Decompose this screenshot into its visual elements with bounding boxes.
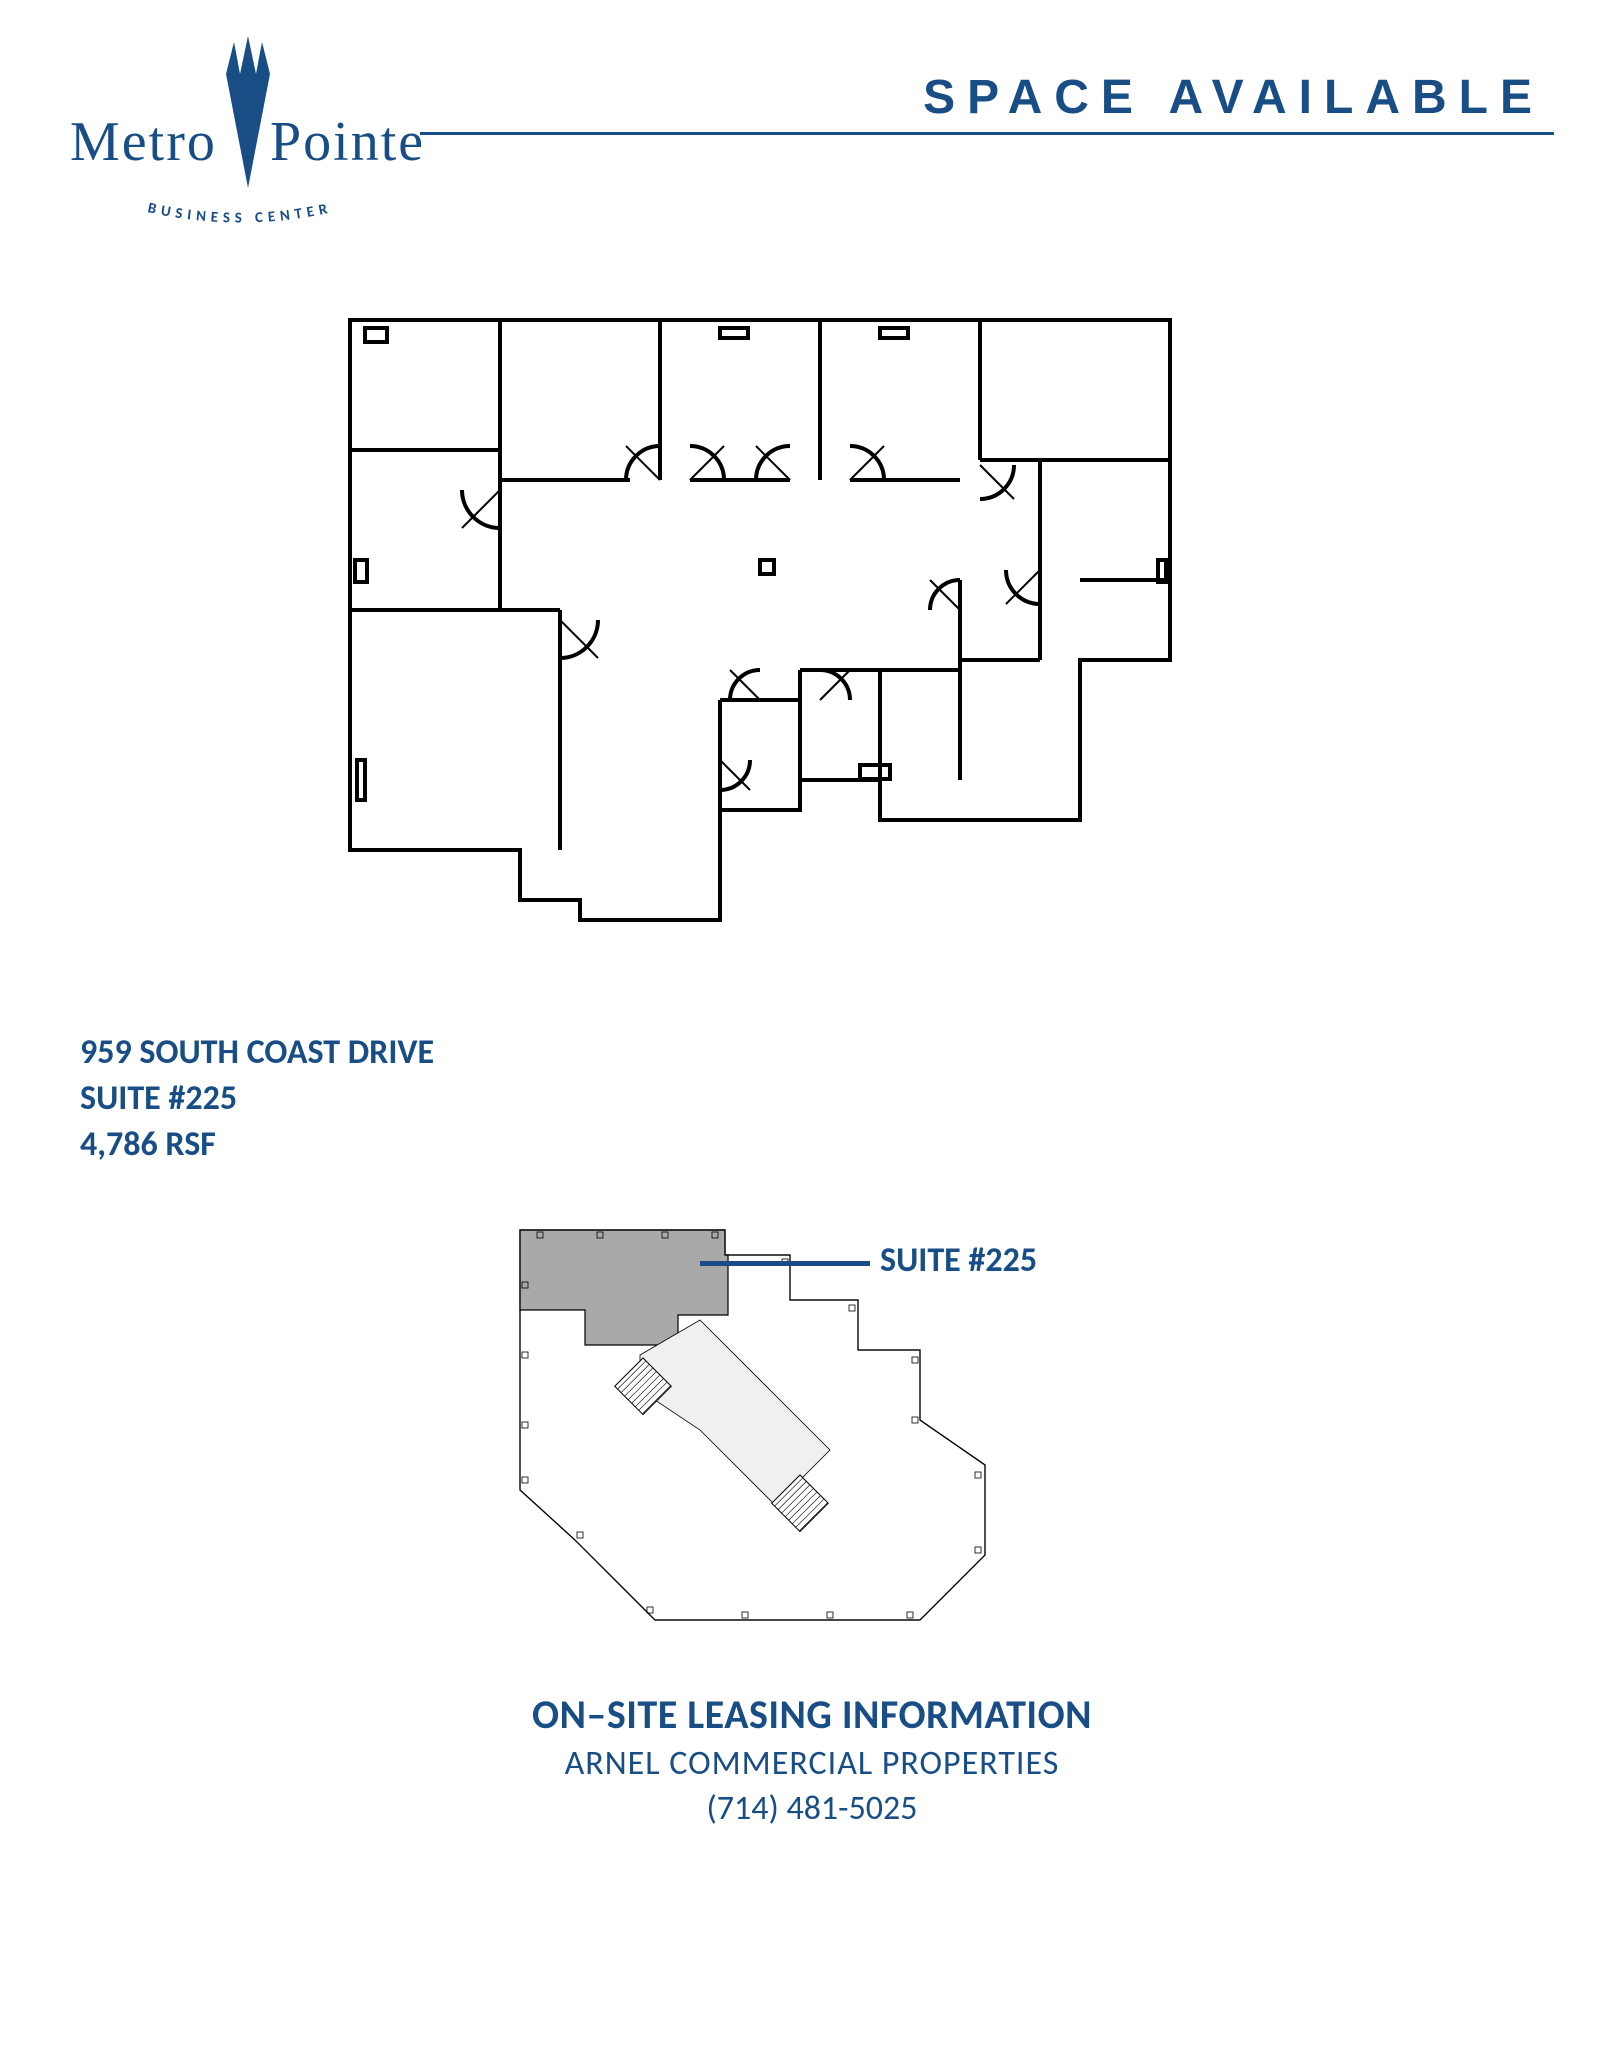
footer-phone: (714) 481-5025	[0, 1788, 1624, 1829]
leasing-footer: ON–SITE LEASING INFORMATION ARNEL COMMER…	[0, 1690, 1624, 1829]
property-suite: SUITE #225	[80, 1076, 434, 1122]
brand-name-right: Pointe	[270, 110, 425, 174]
svg-text:BUSINESS CENTER: BUSINESS CENTER	[146, 199, 334, 227]
page-title: SPACE AVAILABLE	[923, 70, 1544, 125]
suite-floorplan	[320, 310, 1200, 950]
brand-tagline: BUSINESS CENTER	[110, 195, 370, 240]
property-info: 959 SOUTH COAST DRIVE SUITE #225 4,786 R…	[80, 1030, 434, 1168]
brand-spike-icon	[218, 30, 278, 190]
brand-name-left: Metro	[70, 110, 217, 174]
callout-label: SUITE #225	[880, 1240, 1037, 1281]
header-rule	[420, 132, 1554, 135]
property-rsf: 4,786 RSF	[80, 1122, 434, 1168]
callout-leader	[700, 1261, 870, 1266]
footer-company: ARNEL COMMERCIAL PROPERTIES	[0, 1743, 1624, 1784]
property-address: 959 SOUTH COAST DRIVE	[80, 1030, 434, 1076]
brand-logo: Metro Pointe BUSINESS CENTER	[70, 30, 390, 240]
footer-heading: ON–SITE LEASING INFORMATION	[0, 1690, 1624, 1739]
